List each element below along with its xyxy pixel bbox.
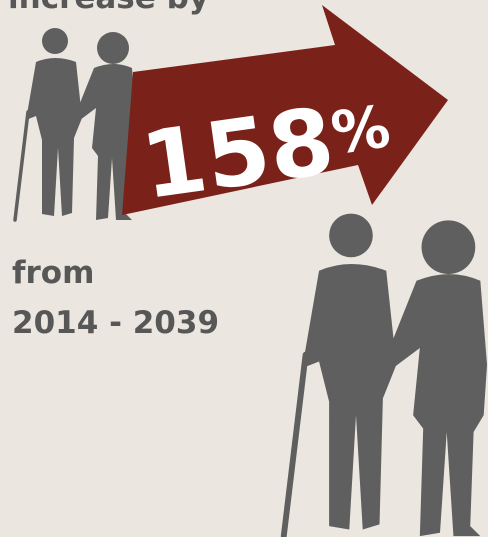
- headline: 158%: [135, 79, 398, 220]
- small-couple: [13, 26, 138, 222]
- period-range: 2014 - 2039: [12, 305, 219, 341]
- headline-unit: %: [327, 92, 394, 167]
- heading: increase by: [8, 0, 209, 16]
- large-couple: [284, 214, 487, 537]
- period-prefix: from: [12, 255, 94, 291]
- headline-number: 158: [135, 87, 340, 220]
- growth-arrow: [122, 5, 448, 215]
